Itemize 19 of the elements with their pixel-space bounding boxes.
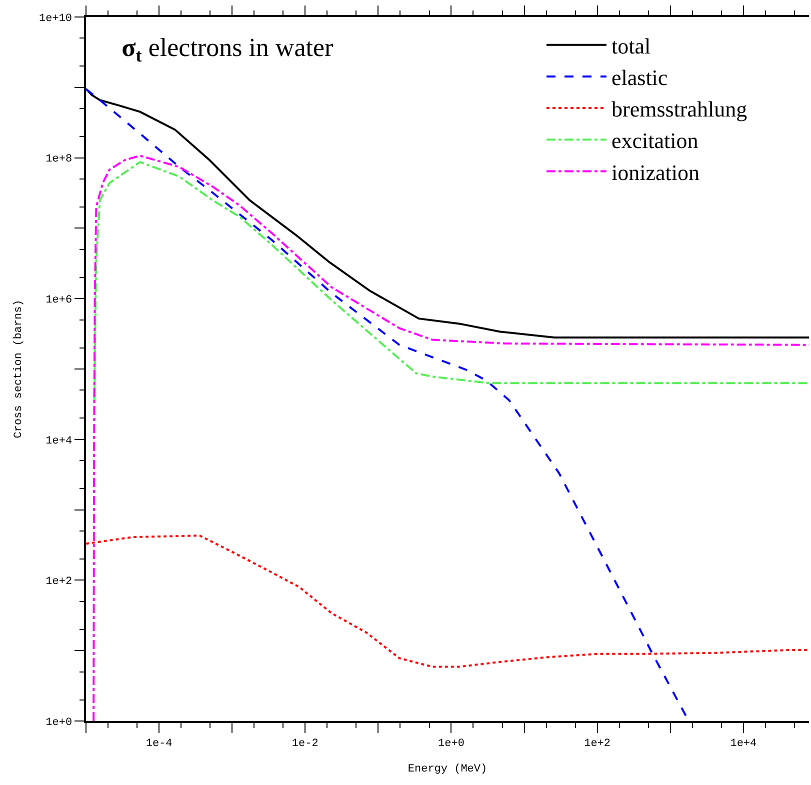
y-tick-label: 1e+6 [46,294,72,306]
legend-label: total [611,33,651,58]
y-tick-label: 1e+10 [39,12,72,25]
x-axis-title: Energy (MeV) [408,764,488,776]
legend-label: excitation [611,128,698,154]
legend-label: bremsstrahlung [611,96,748,122]
x-tick-label: 1e+2 [584,738,611,750]
legend-label: elastic [611,65,668,90]
y-tick-label: 1e+0 [46,716,72,729]
x-tick-label: 1e-4 [146,738,173,750]
y-tick-label: 1e+4 [46,435,72,448]
y-tick-label: 1e+8 [46,154,72,166]
y-tick-label: 1e+2 [46,576,72,588]
x-tick-label: 1e-2 [292,738,318,750]
x-tick-label: 1e+0 [438,738,464,750]
y-axis-title: Cross section (barns) [13,300,26,438]
x-tick-label: 1e+4 [730,738,758,750]
legend-label: ionization [611,160,700,185]
text: σ$_{t}$ electrons in water [122,33,334,66]
